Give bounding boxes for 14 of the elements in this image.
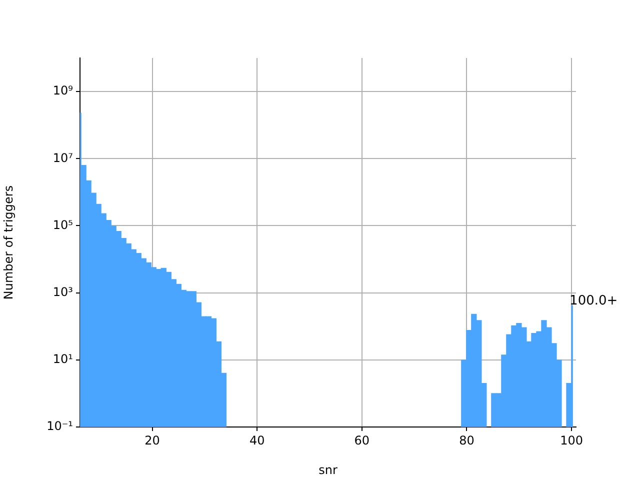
annotation: 100.0+ xyxy=(570,293,618,308)
y-tick-label: 10⁹ xyxy=(52,84,74,98)
y-tick-label: 10⁵ xyxy=(52,218,74,232)
x-tick-label: 40 xyxy=(249,433,265,448)
y-tick-label: 10³ xyxy=(52,284,74,299)
y-tick-label: 10¹ xyxy=(52,352,74,366)
x-tick-label: 100 xyxy=(560,433,583,448)
y-axis-title: Number of triggers xyxy=(1,185,16,300)
x-axis-title: snr xyxy=(318,462,338,477)
x-tick-label: 60 xyxy=(354,433,370,448)
y-tick-label: 10⁻¹ xyxy=(46,419,74,434)
y-tick-label: 10⁷ xyxy=(52,150,74,165)
x-tick-label: 20 xyxy=(144,433,160,448)
x-tick-label: 80 xyxy=(459,433,474,448)
